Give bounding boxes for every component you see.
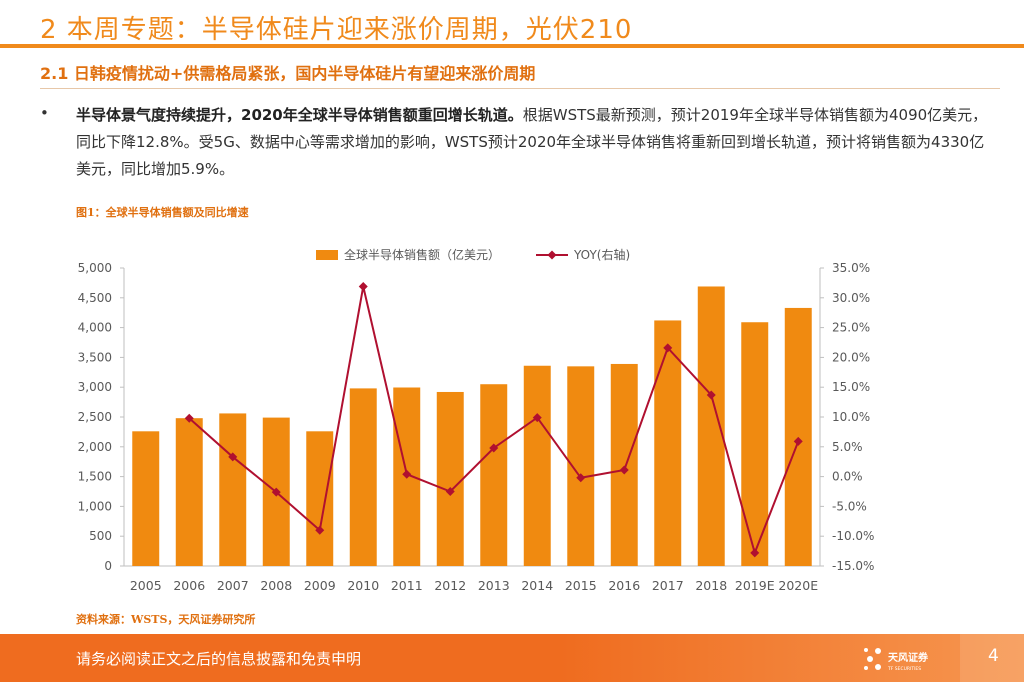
bar-2014 [523, 365, 551, 566]
bar-2013 [480, 384, 508, 566]
page-number-box [960, 634, 1024, 682]
x-tick-label: 2013 [478, 578, 510, 593]
x-tick-label: 2009 [304, 578, 336, 593]
subtitle-divider [40, 88, 1000, 89]
yoy-point-2006 [184, 413, 194, 423]
y-right-tick-label: -5.0% [832, 499, 867, 513]
legend-bar-swatch [316, 250, 338, 260]
bar-2009 [306, 431, 334, 566]
y-left-tick-label: 1,500 [78, 470, 112, 484]
y-left-tick-label: 5,000 [78, 261, 112, 275]
y-right-tick-label: 35.0% [832, 261, 870, 275]
x-tick-label: 2010 [347, 578, 379, 593]
yoy-point-2013 [489, 443, 499, 453]
yoy-point-2012 [445, 487, 455, 496]
body-text: 根据WSTS最新预测，预计2019年全球半导体销售额为4090亿美元，同比下降1… [76, 106, 988, 178]
y-right-tick-label: 5.0% [832, 440, 863, 454]
x-tick-label: 2011 [391, 578, 423, 593]
y-left-tick-label: 4,000 [78, 321, 112, 335]
y-left-tick-label: 3,500 [78, 350, 112, 364]
x-tick-label: 2005 [130, 578, 162, 593]
yoy-point-2007 [228, 452, 238, 462]
yoy-point-2016 [619, 465, 629, 475]
yoy-point-2018 [706, 390, 716, 400]
legend-line-label: YOY(右轴) [573, 247, 630, 262]
yoy-point-2020E [793, 436, 803, 446]
y-right-tick-label: 25.0% [832, 321, 870, 335]
bar-2012 [436, 391, 464, 566]
x-tick-label: 2017 [652, 578, 684, 593]
tf-securities-logo: 天风证券 TF SECURITIES [864, 648, 929, 672]
page-title: 2 本周专题：半导体硅片迎来涨价周期，光伏210 [40, 15, 633, 45]
bar-2010 [349, 388, 377, 566]
bar-2005 [132, 431, 160, 566]
yoy-point-2010 [358, 281, 368, 291]
legend-line-marker [547, 250, 557, 260]
bar-2017 [654, 320, 682, 566]
y-right-tick-label: 0.0% [832, 470, 863, 484]
y-left-tick-label: 2,500 [78, 410, 112, 424]
yoy-point-2011 [402, 469, 412, 479]
yoy-point-2015 [576, 473, 586, 483]
section-subtitle: 2.1 日韩疫情扰动+供需格局紧张，国内半导体硅片有望迎来涨价周期 [40, 64, 536, 83]
yoy-point-2019E [750, 548, 760, 558]
x-tick-label: 2016 [608, 578, 640, 593]
x-tick-label: 2018 [695, 578, 727, 593]
x-tick-label: 2006 [173, 578, 205, 593]
body-bold-lead: 半导体景气度持续提升，2020年全球半导体销售额重回增长轨道。 [76, 106, 523, 124]
x-tick-label: 2012 [434, 578, 466, 593]
yoy-point-2008 [271, 487, 281, 497]
y-right-tick-label: -10.0% [832, 529, 874, 543]
y-left-tick-label: 500 [89, 529, 112, 543]
bar-2006 [175, 418, 203, 566]
footer-gradient [560, 634, 1024, 682]
y-left-tick-label: 2,000 [78, 440, 112, 454]
logo-name: 天风证券 [888, 651, 929, 664]
y-left-tick-label: 4,500 [78, 291, 112, 305]
y-left-tick-label: 1,000 [78, 499, 112, 513]
disclaimer-text: 请务必阅读正文之后的信息披露和免责申明 [76, 650, 362, 668]
bar-2016 [610, 363, 638, 566]
x-tick-label: 2015 [565, 578, 597, 593]
y-left-tick-label: 3,000 [78, 380, 112, 394]
yoy-point-2009 [315, 525, 325, 535]
y-right-tick-label: 20.0% [832, 350, 870, 364]
figure-caption: 图1：全球半导体销售额及同比增速 [76, 206, 249, 219]
bullet-marker: • [40, 104, 49, 122]
logo-sub: TF SECURITIES [887, 666, 921, 672]
y-right-tick-label: 30.0% [832, 291, 870, 305]
x-tick-label: 2019E [735, 578, 775, 593]
footer-bar: 请务必阅读正文之后的信息披露和免责申明 天风证券 TF SECURITIES 4 [0, 634, 1024, 682]
bar-2007 [219, 413, 247, 566]
body-paragraph: 半导体景气度持续提升，2020年全球半导体销售额重回增长轨道。根据WSTS最新预… [76, 102, 996, 183]
legend-bar-label: 全球半导体销售额（亿美元） [344, 247, 500, 262]
figure-source: 资料来源：WSTS，天风证券研究所 [76, 613, 256, 626]
yoy-point-2017 [663, 343, 673, 353]
x-tick-label: 2008 [260, 578, 292, 593]
x-tick-label: 2007 [217, 578, 249, 593]
title-divider [0, 44, 1024, 48]
sales-chart: 0 500 1,000 1,500 2,000 2,500 3,000 3,500 4,000 4… [78, 247, 875, 593]
yoy-point-2014 [532, 413, 542, 423]
y-right-tick-label: 15.0% [832, 380, 870, 394]
y-right-tick-label: 10.0% [832, 410, 870, 424]
x-tick-label: 2014 [521, 578, 553, 593]
x-tick-label: 2020E [778, 578, 818, 593]
y-right-tick-label: -15.0% [832, 559, 874, 573]
page-number: 4 [988, 646, 999, 666]
bar-2019E [741, 322, 769, 566]
y-left-tick-label: 0 [104, 559, 112, 573]
